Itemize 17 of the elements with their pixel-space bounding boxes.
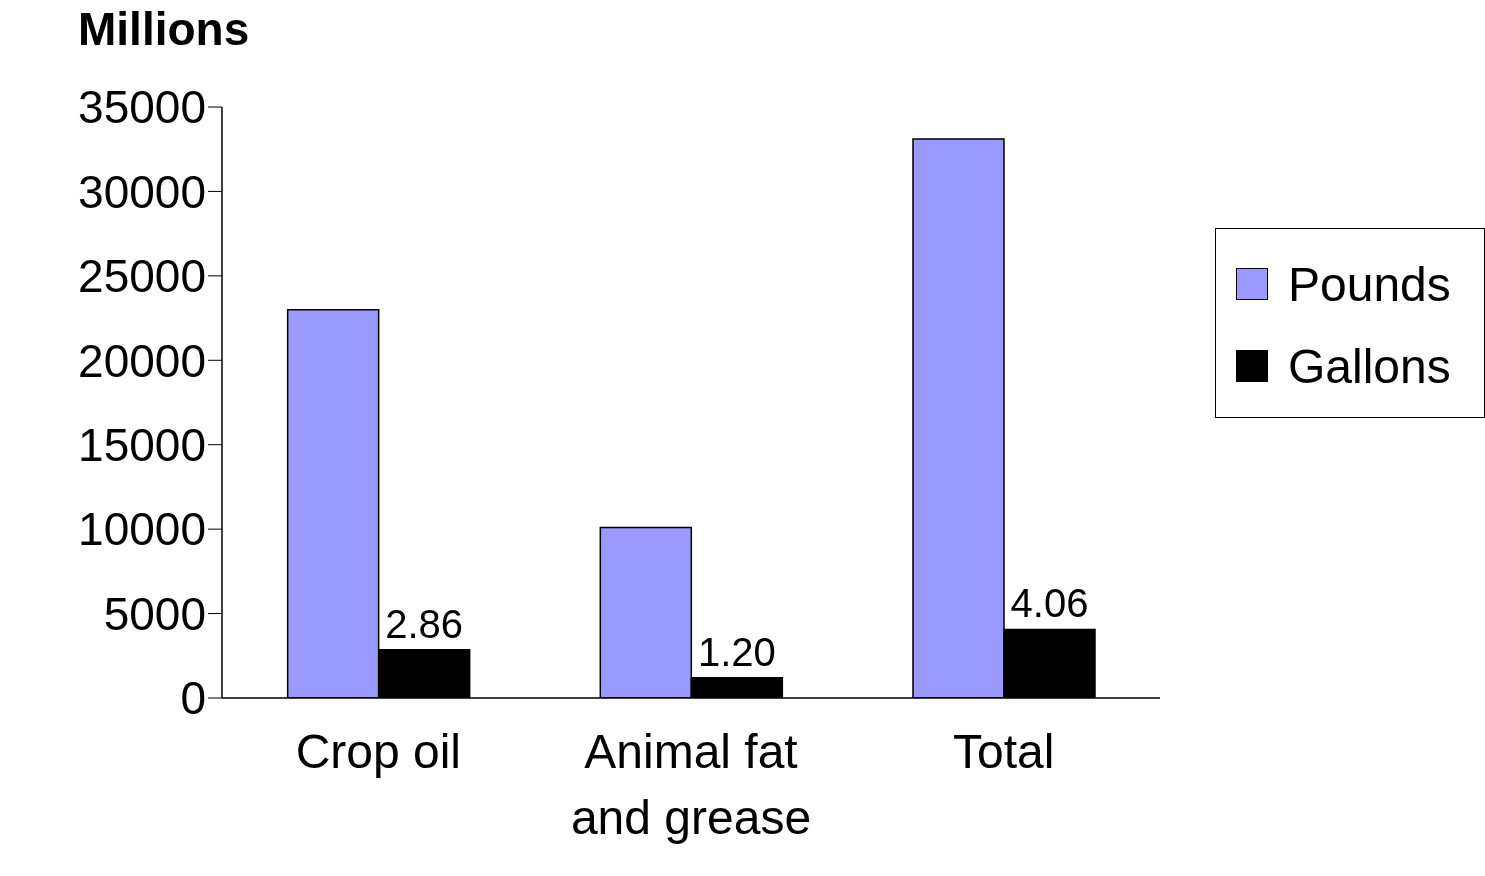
y-tick-label: 35000 [78,81,206,134]
y-tick-label: 5000 [103,587,206,640]
y-tick-label: 25000 [78,250,206,303]
x-tick-label: Total [952,725,1055,778]
data-label: 4.06 [1010,581,1089,626]
legend-label: Gallons [1288,338,1451,394]
y-tick-label: 20000 [78,334,206,387]
y-axis-title: Millions [78,2,250,56]
y-tick-label: 30000 [78,165,206,218]
y-tick-label: 15000 [78,419,206,472]
y-tick-label: 0 [180,672,206,725]
x-tick-label: Animal fat and grease [570,725,812,844]
legend-label: Pounds [1288,256,1451,312]
y-tick-label: 10000 [78,503,206,556]
data-label: 1.20 [697,629,776,674]
data-label: 2.86 [385,601,464,646]
x-tick-label: Crop oil [295,725,462,778]
